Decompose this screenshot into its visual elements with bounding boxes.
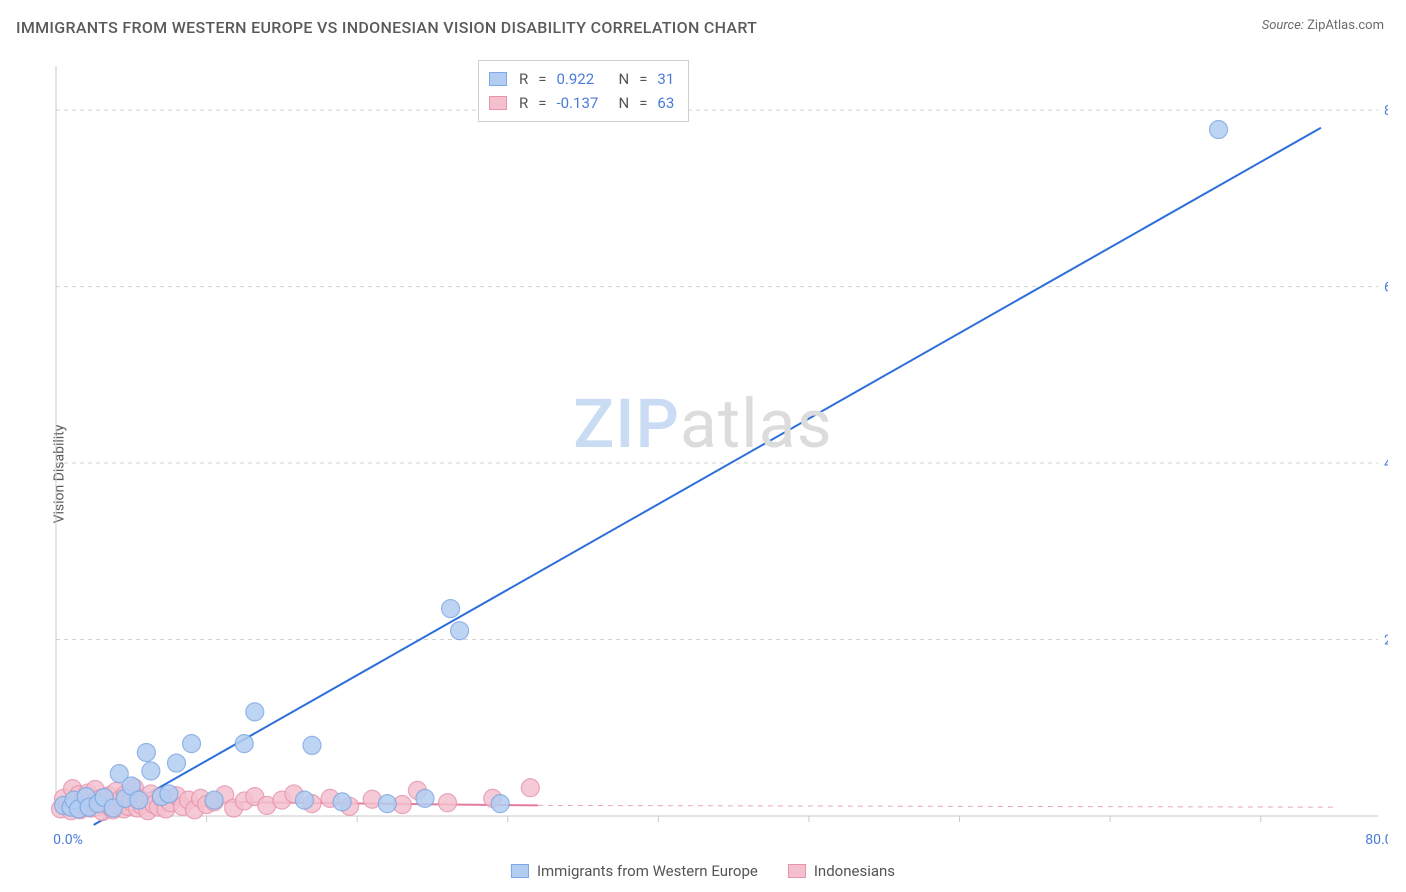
chart-title: IMMIGRANTS FROM WESTERN EUROPE VS INDONE… (16, 18, 757, 37)
r-label: R (519, 94, 528, 112)
source-value: ZipAtlas.com (1307, 18, 1384, 33)
r-value-pink: -0.137 (556, 94, 606, 112)
svg-text:0.0%: 0.0% (53, 832, 83, 848)
swatch-blue-icon (511, 864, 529, 878)
svg-text:40.0%: 40.0% (1384, 456, 1388, 472)
legend-bottom: Immigrants from Western Europe Indonesia… (511, 862, 895, 880)
source-attribution: Source: ZipAtlas.com (1262, 18, 1384, 33)
svg-text:80.0%: 80.0% (1384, 103, 1388, 119)
equals-sign: = (639, 70, 647, 88)
trend-lines (56, 128, 1336, 825)
r-value-blue: 0.922 (556, 70, 606, 88)
tick-labels: 20.0% 40.0% 60.0% 80.0% 0.0% 80.0% (53, 103, 1388, 848)
n-value-pink: 63 (657, 94, 674, 112)
swatch-blue-icon (489, 72, 507, 86)
equals-sign: = (538, 70, 546, 88)
swatch-pink-icon (489, 96, 507, 110)
chart-area: Vision Disability 20.0%40.0%60.0%80.0%0.… (0, 56, 1406, 892)
gridlines (56, 110, 1378, 639)
svg-text:80.0%: 80.0% (1365, 832, 1388, 848)
legend-label-blue: Immigrants from Western Europe (537, 862, 758, 880)
legend-stats-row-pink: R = -0.137 N = 63 (489, 91, 674, 115)
equals-sign: = (538, 94, 546, 112)
legend-item-pink: Indonesians (788, 862, 895, 880)
svg-text:60.0%: 60.0% (1384, 280, 1388, 296)
equals-sign: = (639, 94, 647, 112)
legend-stats-box: R = 0.922 N = 31 R = -0.137 N = 63 (478, 60, 689, 122)
r-label: R (519, 70, 528, 88)
legend-stats-row-blue: R = 0.922 N = 31 (489, 67, 674, 91)
svg-text:20.0%: 20.0% (1384, 633, 1388, 649)
n-value-blue: 31 (657, 70, 674, 88)
legend-label-pink: Indonesians (814, 862, 895, 880)
source-label: Source: (1262, 18, 1304, 33)
swatch-pink-icon (788, 864, 806, 878)
series-blue-points (55, 121, 1228, 818)
legend-item-blue: Immigrants from Western Europe (511, 862, 758, 880)
n-label: N (618, 70, 629, 88)
n-label: N (618, 94, 629, 112)
scatter-plot: 20.0% 40.0% 60.0% 80.0% 0.0% 80.0% (48, 56, 1388, 866)
